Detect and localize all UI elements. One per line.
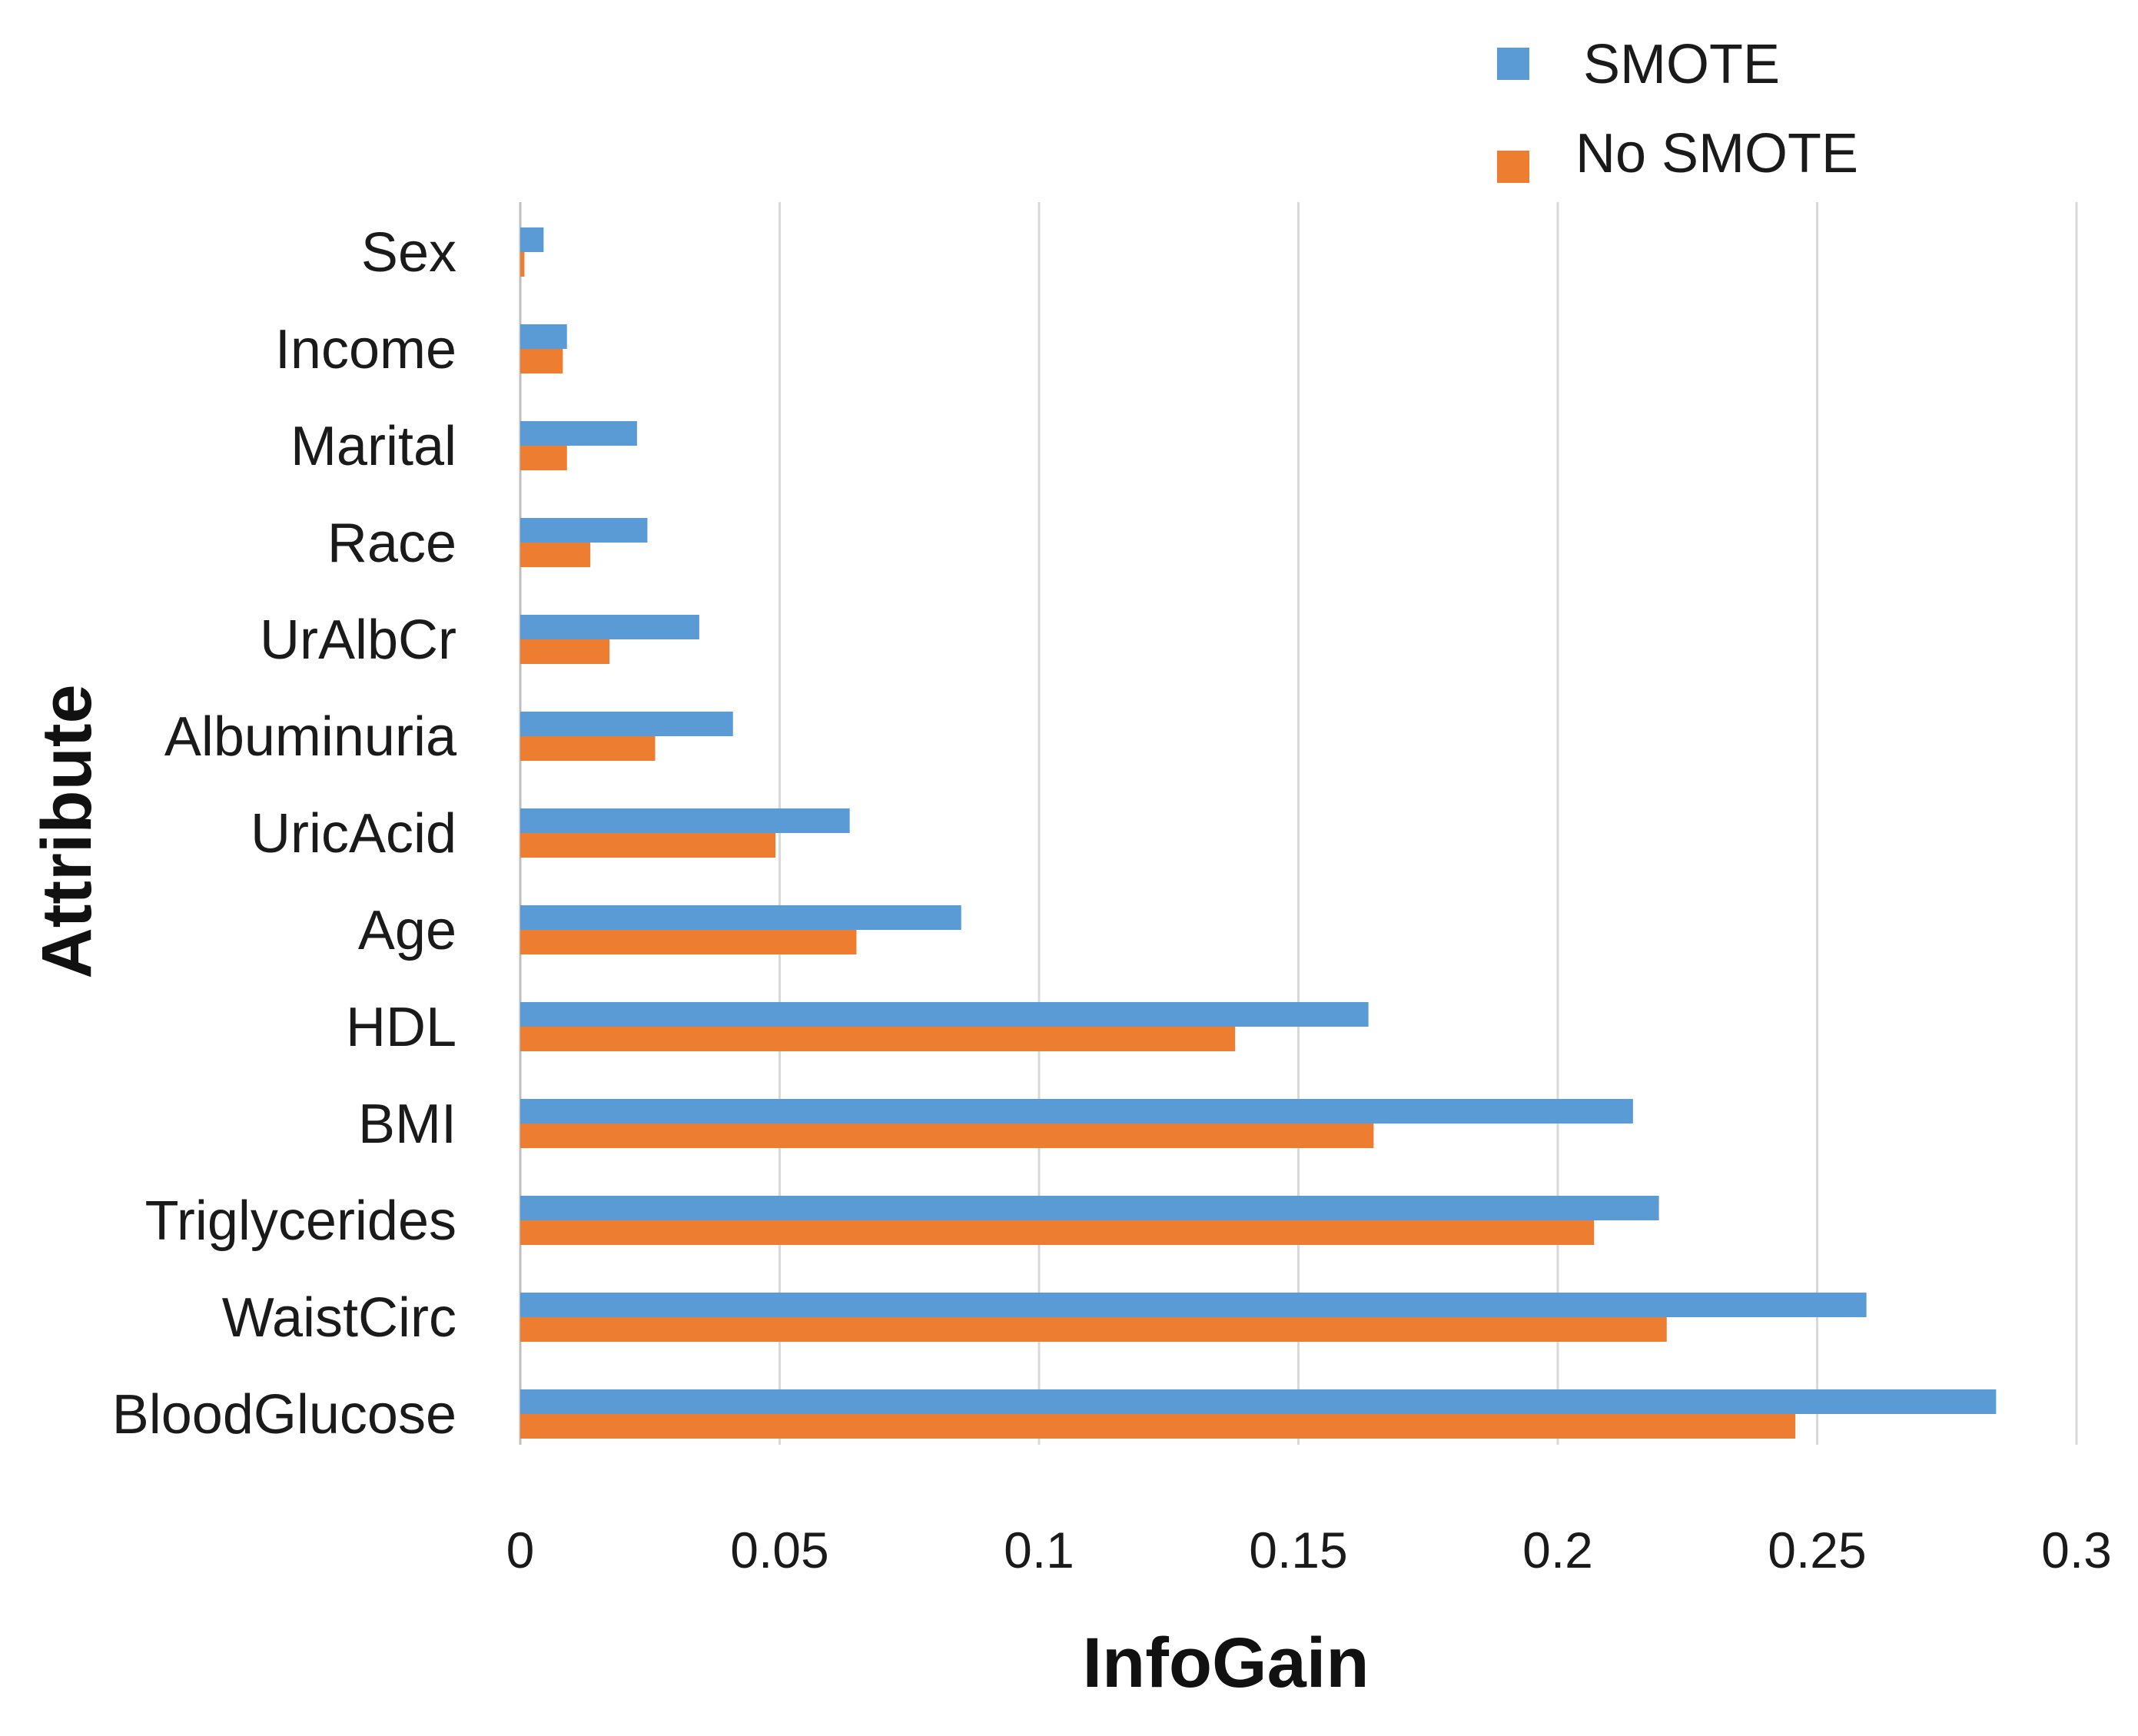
- bar-no-smote-hdl: [520, 1027, 1236, 1051]
- x-axis-title: InfoGain: [1082, 1624, 1369, 1702]
- legend-swatch-no-smote: [1497, 151, 1529, 183]
- category-label: Income: [275, 319, 456, 380]
- bar-smote-waistcirc: [520, 1293, 1867, 1317]
- bar-no-smote-albuminuria: [520, 736, 656, 761]
- category-label: BloodGlucose: [112, 1384, 456, 1446]
- y-axis-title: Attribute: [28, 684, 106, 978]
- x-tick-label: 0.05: [730, 1522, 828, 1578]
- category-label: HDL: [346, 997, 456, 1058]
- category-labels: Sex Income Marital Race UrAlbCr Albuminuria Ur…: [112, 222, 457, 1446]
- category-label: UricAcid: [251, 803, 456, 865]
- bar-smote-uralbcr: [520, 615, 699, 639]
- category-label: Triglycerides: [145, 1190, 456, 1252]
- legend-label-no-smote: No SMOTE: [1575, 123, 1858, 184]
- bar-no-smote-waistcirc: [520, 1317, 1667, 1342]
- bar-smote-albuminuria: [520, 712, 733, 736]
- bars: [520, 227, 1997, 1439]
- x-tick-label: 0.3: [2041, 1522, 2112, 1578]
- bar-no-smote-age: [520, 930, 857, 954]
- legend: SMOTE No SMOTE: [1497, 34, 1858, 184]
- bar-no-smote-income: [520, 349, 563, 373]
- bar-no-smote-bmi: [520, 1124, 1374, 1148]
- bar-no-smote-triglycerides: [520, 1220, 1595, 1245]
- bar-no-smote-bloodglucose: [520, 1414, 1796, 1439]
- legend-swatch-smote: [1497, 48, 1529, 80]
- bar-no-smote-uricacid: [520, 833, 776, 858]
- bar-smote-triglycerides: [520, 1196, 1659, 1220]
- legend-label-smote: SMOTE: [1583, 34, 1780, 95]
- bar-smote-hdl: [520, 1002, 1369, 1027]
- bar-smote-income: [520, 324, 567, 349]
- bar-smote-age: [520, 905, 961, 930]
- x-tick-labels: 0 0.05 0.1 0.15 0.2 0.25 0.3: [506, 1522, 2112, 1578]
- category-label: Race: [327, 513, 456, 574]
- bar-smote-sex: [520, 227, 544, 252]
- bar-no-smote-sex: [520, 252, 525, 277]
- bar-no-smote-marital: [520, 446, 567, 470]
- x-tick-label: 0.15: [1249, 1522, 1347, 1578]
- category-label: WaistCirc: [222, 1287, 456, 1349]
- category-label: Albuminuria: [164, 706, 457, 768]
- bar-smote-race: [520, 518, 648, 543]
- gridlines: [519, 202, 2078, 1445]
- category-label: UrAlbCr: [260, 609, 456, 671]
- x-tick-label: 0: [506, 1522, 535, 1578]
- bar-smote-marital: [520, 421, 637, 446]
- category-label: BMI: [358, 1094, 456, 1155]
- bar-no-smote-uralbcr: [520, 639, 610, 664]
- bar-smote-bmi: [520, 1099, 1633, 1124]
- category-label: Sex: [361, 222, 456, 284]
- bar-smote-bloodglucose: [520, 1389, 1997, 1414]
- x-tick-label: 0.1: [1004, 1522, 1074, 1578]
- x-tick-label: 0.2: [1522, 1522, 1593, 1578]
- bar-no-smote-race: [520, 543, 591, 567]
- x-tick-label: 0.25: [1768, 1522, 1866, 1578]
- bar-smote-uricacid: [520, 808, 850, 833]
- category-label: Age: [358, 900, 456, 961]
- category-label: Marital: [290, 416, 456, 477]
